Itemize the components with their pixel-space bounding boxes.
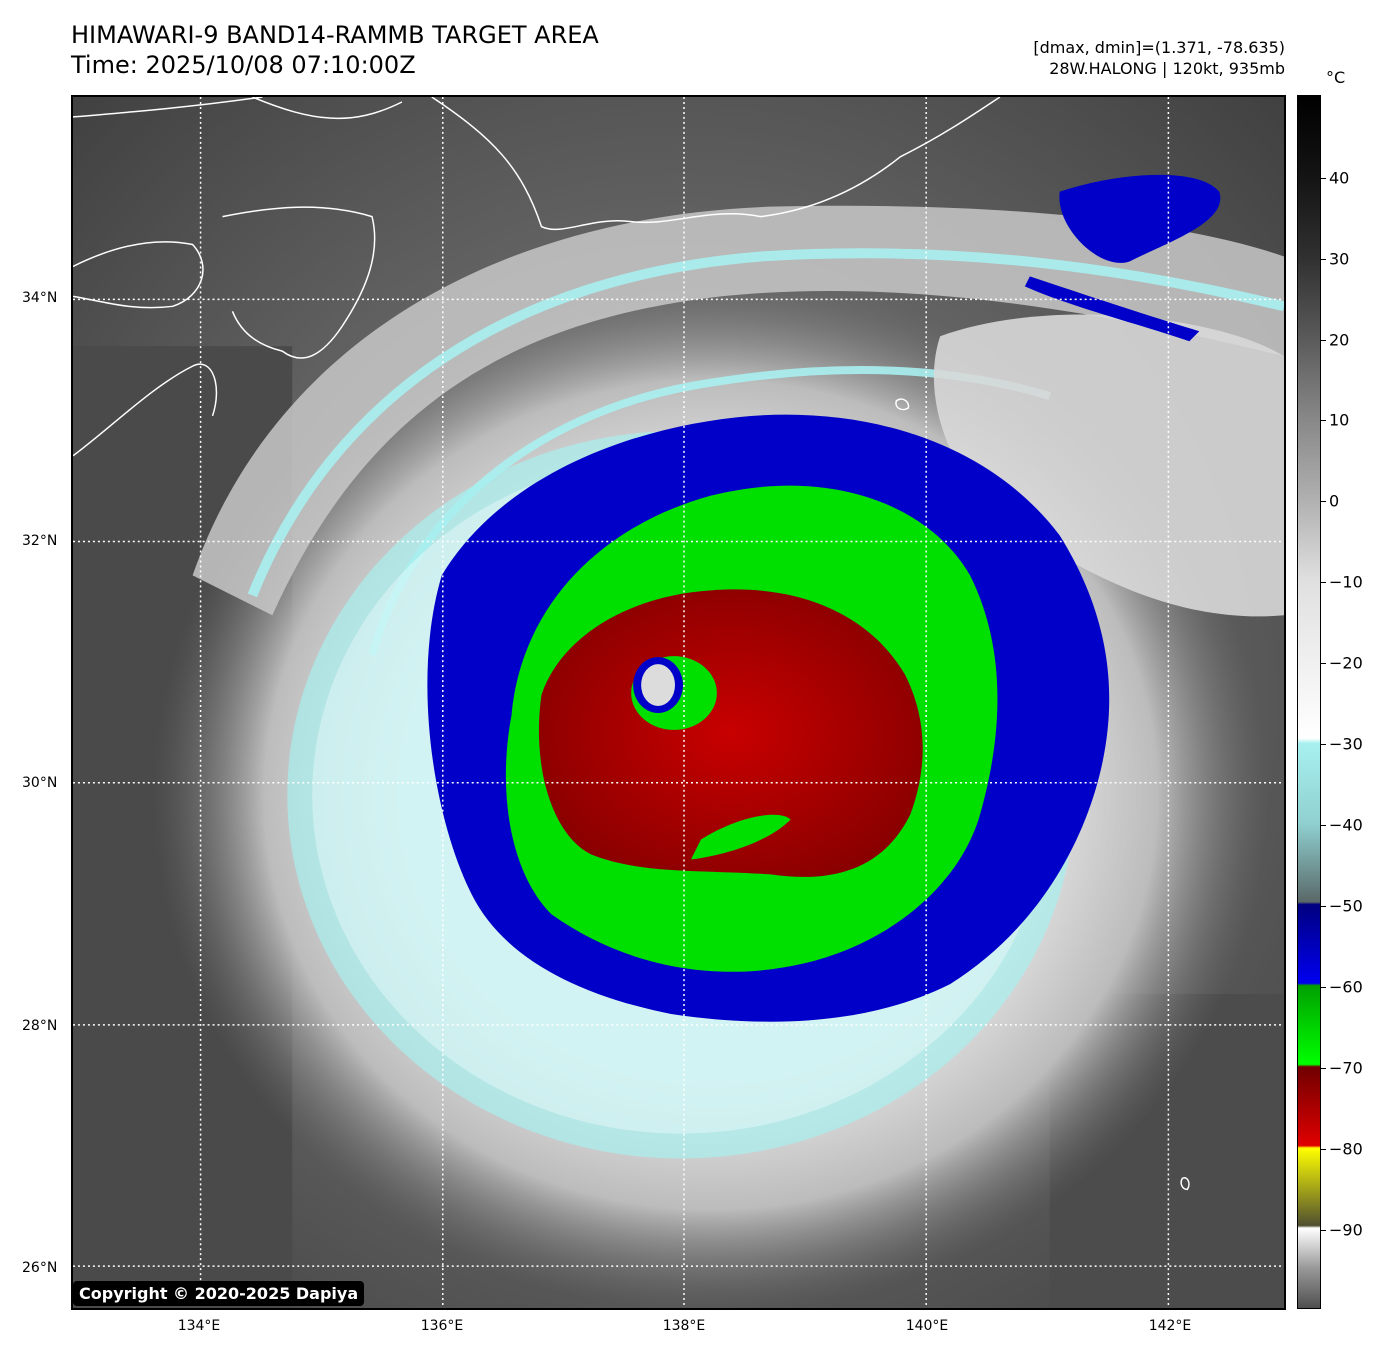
colorbar-tick xyxy=(1321,1230,1326,1231)
coastline-honshu xyxy=(73,97,1001,231)
colorbar-tick xyxy=(1321,906,1326,907)
lat-label-32: 32°N xyxy=(22,533,58,549)
blue-band-east xyxy=(1024,276,1200,342)
colorbar-tick-label: 0 xyxy=(1329,491,1340,511)
satellite-map xyxy=(71,95,1286,1310)
colorbar-tick-label: −80 xyxy=(1329,1139,1363,1159)
colorbar-tick xyxy=(1321,663,1326,664)
colorbar xyxy=(1297,95,1321,1309)
colorbar-tick-label: −50 xyxy=(1329,896,1363,916)
colorbar-tick-label: 40 xyxy=(1329,168,1350,188)
colorbar-tick-label: −40 xyxy=(1329,815,1363,835)
colorbar-tick xyxy=(1321,178,1326,179)
colorbar-tick xyxy=(1321,582,1326,583)
colorbar-tick-label: 30 xyxy=(1329,249,1350,269)
blue-patch-northeast xyxy=(1059,174,1221,263)
colorbar-tick xyxy=(1321,501,1326,502)
lat-label-26: 26°N xyxy=(22,1260,58,1276)
lat-label-28: 28°N xyxy=(22,1018,58,1034)
lon-label-136: 136°E xyxy=(420,1318,464,1334)
colorbar-tick-label: −10 xyxy=(1329,572,1363,592)
lat-label-34: 34°N xyxy=(22,290,58,306)
colorbar-tick xyxy=(1321,1068,1326,1069)
colorbar-tick xyxy=(1321,744,1326,745)
colorbar-tick xyxy=(1321,987,1326,988)
northern-rainband xyxy=(192,205,1284,616)
coastline-kyushu xyxy=(73,363,218,457)
lat-label-30: 30°N xyxy=(22,775,58,791)
colorbar-unit: °C xyxy=(1326,68,1346,87)
lon-label-138: 138°E xyxy=(662,1318,706,1334)
colorbar-tick-label: −30 xyxy=(1329,734,1363,754)
dmax-dmin-text: [dmax, dmin]=(1.371, -78.635) xyxy=(1033,38,1285,57)
coastline-island-south xyxy=(1180,1177,1190,1191)
coastline-island xyxy=(895,398,910,411)
red-cloud-layer xyxy=(538,589,923,877)
map-title: HIMAWARI-9 BAND14-RAMMB TARGET AREA xyxy=(71,21,599,49)
colorbar-tick-label: −60 xyxy=(1329,977,1363,997)
lon-label-134: 134°E xyxy=(177,1318,221,1334)
northeast-cloud-mass xyxy=(933,314,1284,617)
green-band-inside-red xyxy=(690,814,791,860)
colorbar-tick xyxy=(1321,259,1326,260)
colorbar-tick-label: 20 xyxy=(1329,330,1350,350)
colorbar-tick-label: −70 xyxy=(1329,1058,1363,1078)
typhoon-eye xyxy=(641,664,676,706)
colorbar-tick xyxy=(1321,340,1326,341)
northern-rainband-edge xyxy=(247,248,1284,598)
map-time: Time: 2025/10/08 07:10:00Z xyxy=(71,51,416,79)
colorbar-tick-label: −20 xyxy=(1329,653,1363,673)
lon-label-142: 142°E xyxy=(1148,1318,1192,1334)
coastline-shikoku xyxy=(73,241,204,309)
storm-info-text: 28W.HALONG | 120kt, 935mb xyxy=(1049,59,1285,78)
satellite-image xyxy=(73,97,1284,1308)
colorbar-tick xyxy=(1321,420,1326,421)
colorbar-tick-label: 10 xyxy=(1329,410,1350,430)
copyright-badge: Copyright © 2020-2025 Dapiya xyxy=(73,1281,365,1306)
colorbar-tick-label: −90 xyxy=(1329,1220,1363,1240)
colorbar-tick xyxy=(1321,825,1326,826)
colorbar-tick xyxy=(1321,1149,1326,1150)
lon-label-140: 140°E xyxy=(905,1318,949,1334)
coastline-kii xyxy=(222,206,376,359)
